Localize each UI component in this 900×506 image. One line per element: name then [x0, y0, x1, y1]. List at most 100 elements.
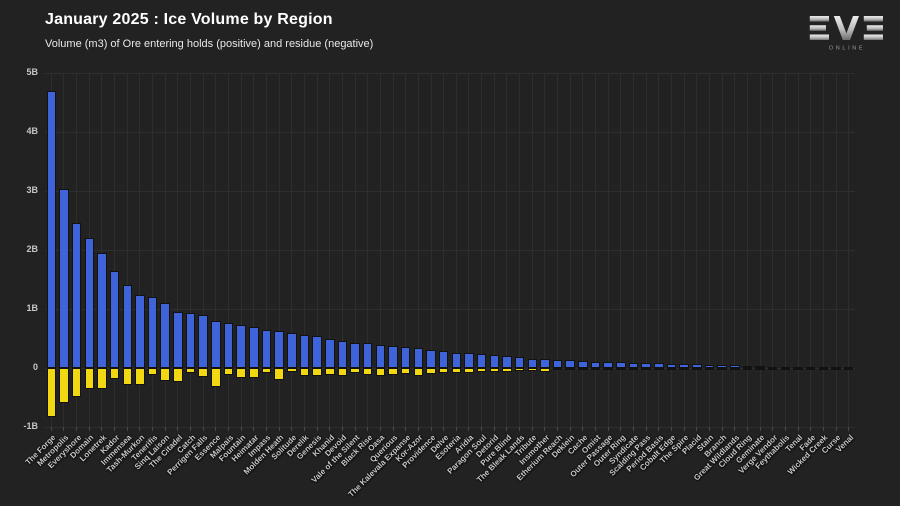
bar-negative	[767, 368, 778, 370]
y-tick-label: 1B	[26, 303, 38, 313]
x-tick	[354, 427, 356, 431]
eve-logo-icon: ONLINE	[809, 16, 883, 52]
x-tick	[177, 427, 179, 431]
bar-negative	[59, 368, 69, 404]
bar-positive	[135, 294, 145, 368]
x-tick	[670, 427, 672, 431]
bar-positive	[464, 353, 474, 368]
bar-negative	[350, 368, 360, 373]
x-tick	[607, 427, 609, 431]
bar-negative	[603, 368, 613, 370]
x-tick	[316, 427, 318, 431]
x-tick	[519, 427, 521, 431]
x-tick	[595, 427, 597, 431]
bar-positive	[438, 351, 449, 368]
bar-negative	[666, 368, 677, 370]
x-tick	[582, 427, 584, 431]
y-tick-label: 4B	[26, 126, 38, 136]
bar-negative	[464, 368, 474, 373]
bar-negative	[654, 368, 664, 370]
bar-negative	[147, 368, 158, 376]
bar-positive	[451, 352, 462, 368]
bar-positive	[185, 313, 196, 368]
bar-positive	[261, 329, 272, 368]
bar-negative	[552, 368, 563, 371]
x-tick	[405, 427, 407, 431]
bar-positive	[274, 331, 284, 368]
bar-positive	[400, 347, 411, 368]
bar-positive	[249, 326, 259, 368]
bar-negative	[451, 368, 462, 373]
bar-positive	[742, 365, 753, 368]
x-tick	[658, 427, 660, 431]
x-tick	[506, 427, 508, 431]
bar-negative	[185, 368, 196, 374]
x-tick	[620, 427, 622, 431]
bar-positive	[160, 303, 170, 368]
x-tick	[152, 427, 154, 431]
bar-positive	[704, 364, 715, 368]
bar-negative	[438, 368, 449, 374]
bar-negative	[578, 368, 588, 371]
x-tick	[557, 427, 559, 431]
bar-negative	[565, 368, 575, 371]
x-tick	[139, 427, 141, 431]
bar-negative	[616, 368, 626, 370]
bar-positive	[325, 339, 335, 368]
bar-positive	[236, 324, 246, 368]
bar-negative	[274, 368, 284, 380]
bar-negative	[375, 368, 386, 377]
x-tick	[696, 427, 698, 431]
bar-negative	[46, 368, 57, 417]
x-tick	[531, 427, 533, 431]
bar-positive	[654, 363, 664, 368]
bar-positive	[312, 336, 322, 368]
grid-line-h	[45, 308, 855, 310]
bar-negative	[489, 368, 500, 372]
x-tick	[772, 427, 774, 431]
bar-positive	[502, 356, 512, 368]
bar-positive	[616, 362, 626, 368]
bar-positive	[603, 362, 613, 368]
chart-title: January 2025 : Ice Volume by Region	[45, 11, 333, 28]
bar-positive	[362, 343, 373, 368]
bar-positive	[527, 358, 538, 368]
y-tick-label: 3B	[26, 185, 38, 195]
grid-line-h	[45, 367, 855, 369]
bar-negative	[287, 368, 297, 372]
bar-positive	[198, 314, 208, 368]
x-tick	[291, 427, 293, 431]
x-tick	[810, 427, 812, 431]
bar-negative	[780, 368, 791, 370]
bar-positive	[71, 222, 82, 368]
grid-line-h	[45, 131, 855, 133]
bar-negative	[793, 368, 803, 370]
bar-negative	[223, 368, 234, 376]
bar-positive	[578, 360, 588, 368]
x-tick	[50, 427, 52, 431]
bar-negative	[249, 368, 259, 379]
bar-negative	[692, 368, 702, 370]
bar-positive	[628, 362, 639, 368]
x-tick	[468, 427, 470, 431]
bar-negative	[160, 368, 170, 381]
x-tick	[417, 427, 419, 431]
x-tick	[645, 427, 647, 431]
bar-positive	[590, 361, 601, 368]
grid-line-h	[45, 72, 855, 74]
bar-negative	[71, 368, 82, 397]
bar-negative	[97, 368, 107, 389]
x-tick	[835, 427, 837, 431]
x-tick	[190, 427, 192, 431]
x-tick	[455, 427, 457, 431]
bar-positive	[426, 350, 436, 368]
bar-positive	[97, 252, 107, 368]
bar-positive	[755, 366, 765, 369]
x-tick	[708, 427, 710, 431]
x-tick	[63, 427, 65, 431]
x-tick	[848, 427, 850, 431]
x-tick	[746, 427, 748, 431]
x-tick	[76, 427, 78, 431]
x-tick	[544, 427, 546, 431]
x-tick	[215, 427, 217, 431]
